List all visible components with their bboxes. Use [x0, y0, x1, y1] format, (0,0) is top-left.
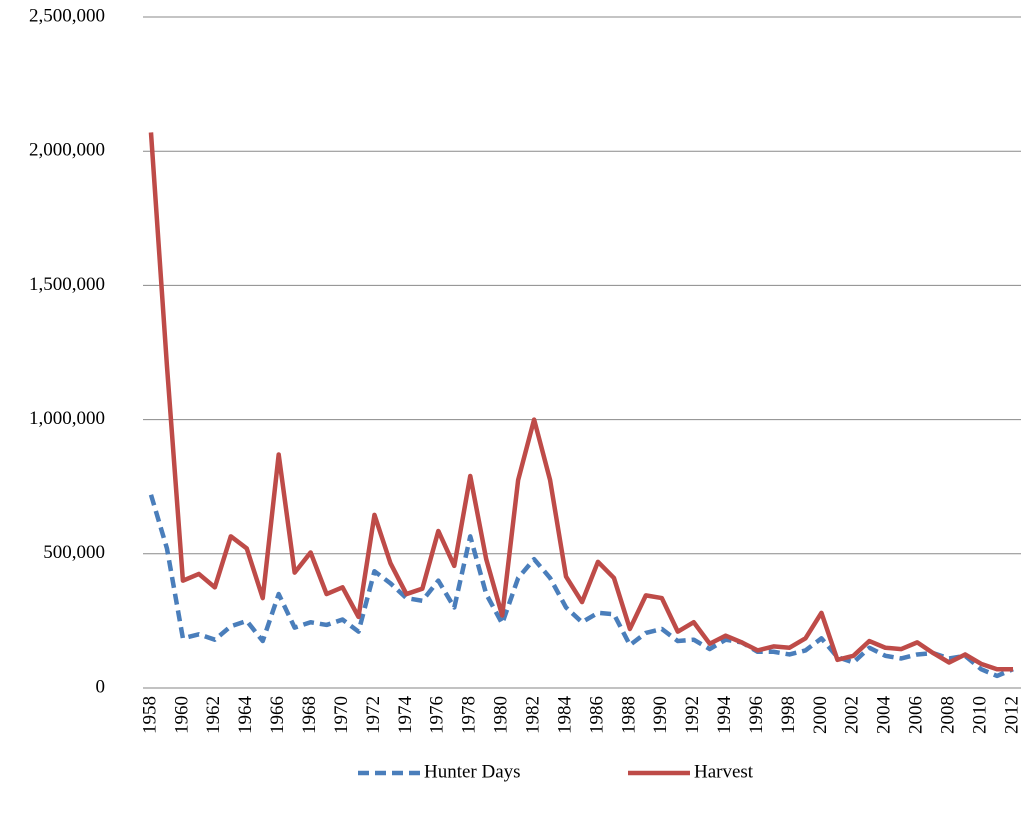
x-tick-label: 1996	[746, 696, 767, 734]
x-tick-label: 1976	[427, 696, 448, 734]
x-tick-label: 1970	[331, 696, 352, 734]
x-tick-label: 1988	[618, 696, 639, 734]
x-tick-label: 1992	[682, 696, 703, 734]
x-tick-label: 2010	[969, 696, 990, 734]
x-tick-label: 1958	[139, 696, 160, 734]
x-tick-label: 1998	[778, 696, 799, 734]
x-tick-label: 2002	[842, 696, 863, 734]
y-tick-label: 2,000,000	[29, 140, 105, 161]
x-tick-label: 1982	[522, 696, 543, 734]
x-tick-label: 1960	[171, 696, 192, 734]
x-tick-label: 1984	[554, 696, 575, 735]
y-tick-label: 1,000,000	[29, 408, 105, 429]
x-tick-label: 2004	[874, 696, 895, 735]
x-tick-label: 1986	[586, 696, 607, 734]
x-tick-label: 2008	[938, 696, 959, 734]
x-tick-label: 1990	[650, 696, 671, 734]
y-tick-label: 0	[96, 676, 106, 697]
x-tick-label: 1994	[714, 696, 735, 735]
x-tick-label: 1968	[299, 696, 320, 734]
x-tick-label: 2006	[906, 696, 927, 734]
x-tick-label: 1962	[203, 696, 224, 734]
legend-label: Hunter Days	[424, 761, 521, 782]
legend-label: Harvest	[694, 761, 754, 782]
y-tick-label: 500,000	[43, 542, 105, 563]
x-tick-label: 1966	[267, 696, 288, 734]
x-tick-label: 1972	[363, 696, 384, 734]
x-tick-label: 1978	[459, 696, 480, 734]
series-line	[148, 494, 1014, 679]
x-tick-label: 2012	[1001, 696, 1022, 734]
x-tick-label: 1980	[491, 696, 512, 734]
x-tick-label: 1964	[235, 696, 256, 735]
y-tick-label: 2,500,000	[29, 5, 105, 26]
y-tick-label: 1,500,000	[29, 274, 105, 295]
x-tick-label: 2000	[810, 696, 831, 734]
series-line	[148, 132, 1014, 672]
x-tick-label: 1974	[395, 696, 416, 735]
